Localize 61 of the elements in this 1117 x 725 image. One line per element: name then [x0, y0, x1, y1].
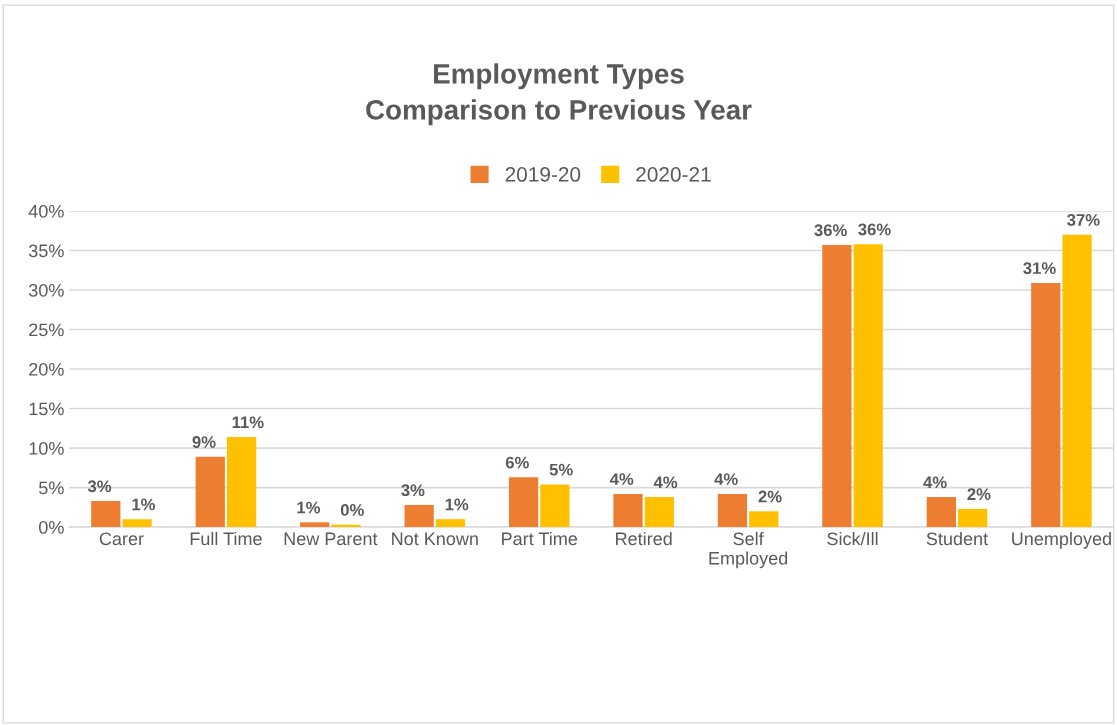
- data-label: 5%: [549, 463, 573, 476]
- y-tick-label: 15%: [29, 402, 64, 416]
- x-tick-label: Retired: [616, 531, 672, 546]
- bar: [749, 511, 779, 528]
- data-label: 1%: [297, 501, 321, 514]
- data-label: 1%: [445, 498, 469, 511]
- data-label: 4%: [609, 473, 634, 485]
- bar: [508, 477, 539, 528]
- x-tick-label: Sick/Ill: [827, 531, 878, 546]
- x-tick-label: Part Time: [502, 531, 578, 546]
- bar: [404, 504, 434, 528]
- bar: [91, 501, 121, 528]
- data-label: 31%: [1023, 262, 1056, 275]
- data-label: 36%: [814, 224, 847, 237]
- y-tick-label: 30%: [28, 283, 64, 297]
- bar: [644, 497, 674, 528]
- bar: [1062, 234, 1092, 528]
- y-tick-label: 0%: [39, 521, 64, 534]
- data-label: 2%: [967, 488, 991, 501]
- legend-label: 2019-20: [505, 167, 581, 182]
- y-tick-label: 40%: [28, 204, 64, 218]
- x-tick-label: Carer: [99, 532, 144, 546]
- x-tick-label: Full Time: [190, 531, 262, 546]
- bar: [122, 519, 152, 528]
- x-tick-label: Unemployed: [1012, 531, 1111, 549]
- bar: [822, 244, 852, 528]
- bar: [226, 436, 257, 528]
- bar: [195, 456, 225, 528]
- bar: [1031, 282, 1061, 528]
- data-label: 36%: [858, 223, 891, 236]
- x-tick-label: Student: [926, 531, 988, 546]
- y-tick-label: 35%: [28, 244, 64, 258]
- data-label: 6%: [505, 456, 529, 469]
- data-label: 11%: [232, 416, 264, 429]
- bar: [926, 497, 956, 528]
- chart-title: Employment Types Comparison to Previous Year: [366, 63, 752, 126]
- bar: [613, 493, 643, 528]
- bar: [958, 508, 988, 528]
- data-label: 0%: [340, 504, 364, 516]
- y-tick-label: 25%: [29, 323, 64, 337]
- data-label: 3%: [401, 484, 425, 497]
- bar: [853, 244, 883, 528]
- x-tick-label: Not Known: [392, 532, 478, 546]
- data-label: 4%: [923, 476, 947, 489]
- data-label: 1%: [132, 498, 156, 511]
- y-tick-label: 10%: [29, 441, 64, 455]
- data-label: 9%: [192, 436, 216, 448]
- legend-label: 2020-21: [636, 167, 711, 182]
- data-label: 37%: [1067, 214, 1100, 226]
- data-label: 4%: [653, 476, 678, 489]
- x-tick-label: New Parent: [284, 532, 378, 546]
- y-tick-label: 5%: [39, 481, 64, 495]
- bar: [300, 522, 330, 528]
- data-label: 2%: [758, 490, 782, 503]
- data-label: 4%: [714, 473, 738, 485]
- bar: [435, 519, 466, 528]
- data-label: 3%: [87, 480, 112, 493]
- bar: [717, 493, 748, 528]
- y-tick-label: 20%: [29, 362, 64, 376]
- bar: [540, 484, 570, 528]
- x-tick-label: Self Employed: [709, 531, 788, 569]
